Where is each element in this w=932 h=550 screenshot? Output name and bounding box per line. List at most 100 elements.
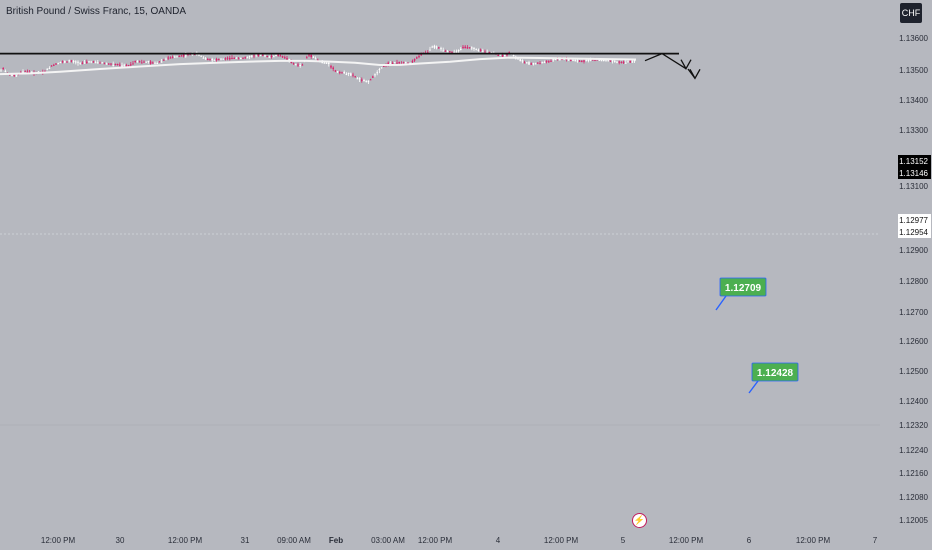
candle-body [116, 63, 119, 65]
candle-body [178, 55, 180, 57]
candle-body [77, 61, 79, 63]
candle-body [121, 65, 123, 67]
y-tick-label: 1.12005 [899, 516, 928, 525]
target-callout: 1.12428 [748, 362, 799, 394]
candle-body [581, 61, 583, 63]
candle-body [394, 62, 396, 64]
candle-body [462, 46, 464, 48]
x-tick-label: 12:00 PM [168, 536, 203, 545]
price-tag: 1.12954 [898, 226, 931, 238]
candle-body [103, 63, 106, 65]
candle-body [123, 64, 125, 66]
x-tick-label: 30 [116, 536, 125, 545]
price-tag-box [898, 167, 931, 179]
y-tick-label: 1.13100 [899, 182, 928, 191]
candle-body [629, 60, 631, 63]
candle-body [248, 56, 251, 58]
candle-body [275, 54, 277, 57]
candle-body [101, 62, 103, 64]
target-label: 1.12428 [757, 368, 794, 379]
candle-body [66, 61, 68, 63]
candle-body [611, 60, 614, 62]
candle-body [475, 49, 477, 51]
x-tick-label: Feb [329, 536, 343, 545]
candle-body [488, 52, 491, 54]
candle-body [473, 47, 475, 49]
callout-pointer [715, 295, 727, 311]
candle-body [592, 59, 594, 61]
candle-body [301, 64, 304, 66]
candle-body [264, 55, 266, 57]
candle-body [231, 57, 233, 59]
candle-body [545, 60, 548, 62]
candle-body [72, 60, 75, 62]
candle-body [167, 57, 169, 59]
candle-body [193, 54, 196, 56]
candle-body [464, 46, 466, 49]
candle-body [438, 47, 440, 49]
candle-body [127, 65, 130, 67]
candle-body [88, 61, 90, 63]
candle-body [145, 61, 147, 63]
candle-body [242, 57, 244, 59]
candle-body [229, 57, 231, 60]
candle-body [237, 58, 240, 60]
candle-body [585, 60, 587, 62]
candle-body [268, 56, 271, 58]
candle-body [345, 73, 348, 75]
candle-body [350, 73, 352, 76]
y-tick-label: 1.12900 [899, 246, 928, 255]
candle-body [147, 61, 150, 63]
candle-body [361, 79, 363, 81]
candle-body [391, 63, 394, 65]
candle-body [24, 70, 26, 72]
y-tick-label: 1.12320 [899, 421, 928, 430]
candle-body [75, 61, 77, 63]
lightning-icon[interactable]: ⚡ [632, 513, 647, 528]
y-tick-label: 1.12160 [899, 469, 928, 478]
candle-body [605, 60, 607, 62]
price-tag-box [898, 214, 931, 226]
candle-body [207, 59, 209, 61]
x-tick-label: 12:00 PM [796, 536, 831, 545]
candle-body [15, 75, 18, 77]
candle-body [594, 59, 596, 61]
candle-body [160, 61, 163, 63]
candle-body [290, 61, 293, 64]
candle-body [603, 59, 605, 61]
x-tick-label: 4 [496, 536, 501, 545]
candle-body [372, 76, 374, 78]
candle-body [363, 80, 365, 82]
candle-body [273, 56, 275, 58]
candle-body [13, 74, 15, 76]
candle-body [185, 55, 187, 57]
candle-body [341, 72, 343, 74]
currency-button[interactable]: CHF [900, 3, 922, 23]
candle-body [416, 57, 418, 59]
candle-body [169, 57, 172, 59]
candle-body [407, 62, 409, 64]
candle-body [512, 55, 515, 57]
candle-body [574, 60, 576, 62]
candle-body [314, 58, 317, 60]
candle-body [614, 60, 616, 62]
candle-body [125, 65, 128, 67]
candle-body [539, 63, 541, 65]
candle-body [468, 47, 471, 49]
x-tick-label: 12:00 PM [669, 536, 704, 545]
projection-line [644, 52, 687, 70]
candle-body [471, 47, 473, 49]
candle-body [46, 68, 48, 70]
arrow-head-2 [689, 69, 701, 80]
candle-body [119, 64, 121, 66]
candle-body [57, 63, 59, 65]
candle-body [534, 63, 537, 65]
candle-body [281, 56, 284, 58]
candle-body [226, 57, 229, 59]
candle-body [550, 60, 552, 62]
candle-body [589, 59, 592, 61]
candle-body [55, 63, 57, 65]
price-tag-label: 1.13146 [899, 169, 928, 178]
candle-body [633, 60, 636, 62]
